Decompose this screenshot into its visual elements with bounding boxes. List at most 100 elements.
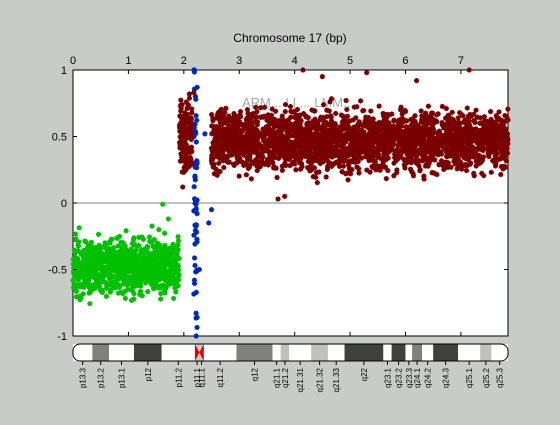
data-point: [461, 148, 467, 154]
data-point: [260, 144, 266, 150]
data-point: [314, 145, 321, 151]
data-point: [353, 115, 359, 121]
data-point: [429, 148, 435, 155]
data-point: [347, 118, 353, 124]
data-point: [252, 128, 258, 134]
data-point: [434, 143, 440, 149]
data-point: [347, 130, 353, 137]
data-point: [114, 254, 121, 260]
data-point: [304, 122, 310, 128]
data-point: [112, 285, 118, 291]
data-point: [230, 150, 236, 156]
data-point: [492, 155, 498, 161]
data-point: [462, 153, 468, 159]
data-point: [159, 246, 165, 252]
data-point: [113, 250, 119, 256]
data-point: [273, 141, 280, 147]
data-point: [191, 160, 198, 166]
data-point: [81, 281, 88, 287]
data-point: [180, 126, 186, 132]
data-point: [84, 255, 90, 261]
data-point: [466, 125, 472, 131]
data-point: [294, 125, 301, 131]
data-point: [92, 254, 98, 261]
data-point: [250, 110, 256, 117]
data-point: [426, 116, 432, 122]
data-point: [505, 106, 511, 112]
data-point: [272, 137, 278, 143]
data-point: [247, 154, 253, 160]
data-point: [128, 287, 134, 293]
data-point: [70, 277, 76, 283]
data-point: [167, 262, 173, 268]
data-point: [439, 158, 445, 164]
data-point: [282, 109, 288, 115]
data-point: [119, 248, 125, 254]
data-point: [221, 164, 227, 171]
data-point: [194, 211, 200, 217]
data-point: [102, 256, 108, 262]
data-point: [234, 160, 240, 166]
data-point: [266, 128, 273, 134]
data-point: [253, 157, 259, 164]
data-point: [444, 143, 450, 149]
data-point: [351, 152, 357, 159]
data-point: [402, 108, 409, 115]
data-point: [346, 150, 352, 157]
data-point: [375, 127, 382, 133]
data-point: [419, 113, 425, 119]
data-point: [465, 155, 471, 161]
band-label: p12: [144, 367, 153, 381]
data-point: [381, 117, 387, 124]
data-point: [216, 146, 222, 152]
data-point: [440, 143, 447, 149]
data-point: [503, 150, 509, 156]
data-point: [412, 113, 418, 119]
data-point: [311, 158, 317, 164]
data-point: [327, 99, 333, 105]
data-point: [298, 134, 304, 140]
data-point: [319, 143, 326, 149]
data-point: [333, 127, 339, 133]
data-point: [339, 119, 345, 125]
data-point: [139, 261, 145, 267]
band-label: q22: [360, 367, 369, 381]
data-point: [427, 139, 433, 146]
data-point: [256, 162, 262, 168]
data-point: [477, 115, 484, 121]
data-point: [297, 112, 303, 118]
data-point: [413, 125, 419, 131]
data-point: [504, 146, 510, 152]
data-point: [182, 167, 188, 173]
data-point: [468, 152, 474, 159]
data-point: [419, 117, 425, 123]
data-point: [146, 271, 153, 277]
data-point: [467, 144, 473, 150]
data-point: [108, 287, 114, 293]
data-point: [296, 151, 302, 157]
data-point: [139, 234, 145, 240]
data-point: [320, 102, 327, 108]
data-point: [501, 129, 507, 135]
data-point: [191, 232, 197, 238]
data-point: [249, 114, 255, 120]
data-point: [161, 258, 167, 264]
data-point: [395, 118, 402, 124]
data-point: [192, 93, 198, 99]
data-point: [420, 157, 426, 163]
data-point: [75, 266, 82, 272]
data-point: [437, 150, 443, 156]
data-point: [498, 136, 504, 142]
data-point: [250, 140, 256, 146]
data-point: [373, 167, 379, 173]
data-point: [182, 110, 188, 116]
data-point: [422, 120, 428, 126]
data-point: [458, 159, 464, 165]
data-point: [390, 130, 396, 136]
data-point: [324, 158, 331, 164]
data-point: [311, 139, 317, 145]
data-point: [187, 115, 193, 121]
data-point: [91, 251, 97, 257]
data-point: [370, 158, 377, 164]
data-point: [328, 163, 335, 169]
